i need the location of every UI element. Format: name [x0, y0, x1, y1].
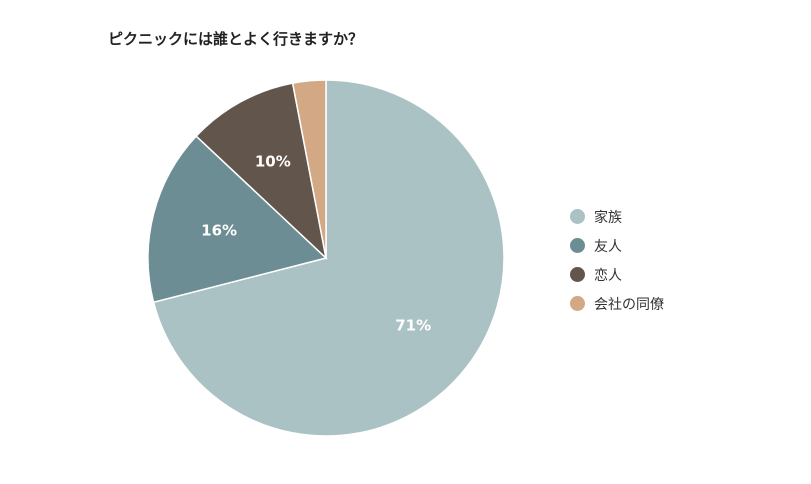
legend-label: 会社の同僚 [594, 296, 664, 313]
pie-slice-4 [291, 79, 327, 259]
legend-item: 友人 [570, 231, 664, 260]
legend-item: 会社の同僚 [570, 289, 664, 318]
pie-slice-3 [195, 82, 328, 261]
legend-label: 恋人 [594, 267, 622, 284]
slice-label-1: 71% [395, 317, 431, 335]
pie-slice-2 [147, 135, 328, 304]
legend-swatch [570, 296, 585, 311]
pie-slice-1 [152, 79, 505, 437]
legend-swatch [570, 238, 585, 253]
legend: 家族友人恋人会社の同僚 [570, 202, 664, 318]
legend-item: 恋人 [570, 260, 664, 289]
legend-swatch [570, 209, 585, 224]
slice-label-2: 16% [201, 222, 237, 240]
legend-item: 家族 [570, 202, 664, 231]
slice-label-3: 10% [255, 152, 291, 170]
legend-label: 友人 [594, 238, 622, 255]
legend-label: 家族 [594, 209, 622, 226]
chart-title: ピクニックには誰とよく行きますか？ [108, 30, 364, 48]
legend-swatch [570, 267, 585, 282]
